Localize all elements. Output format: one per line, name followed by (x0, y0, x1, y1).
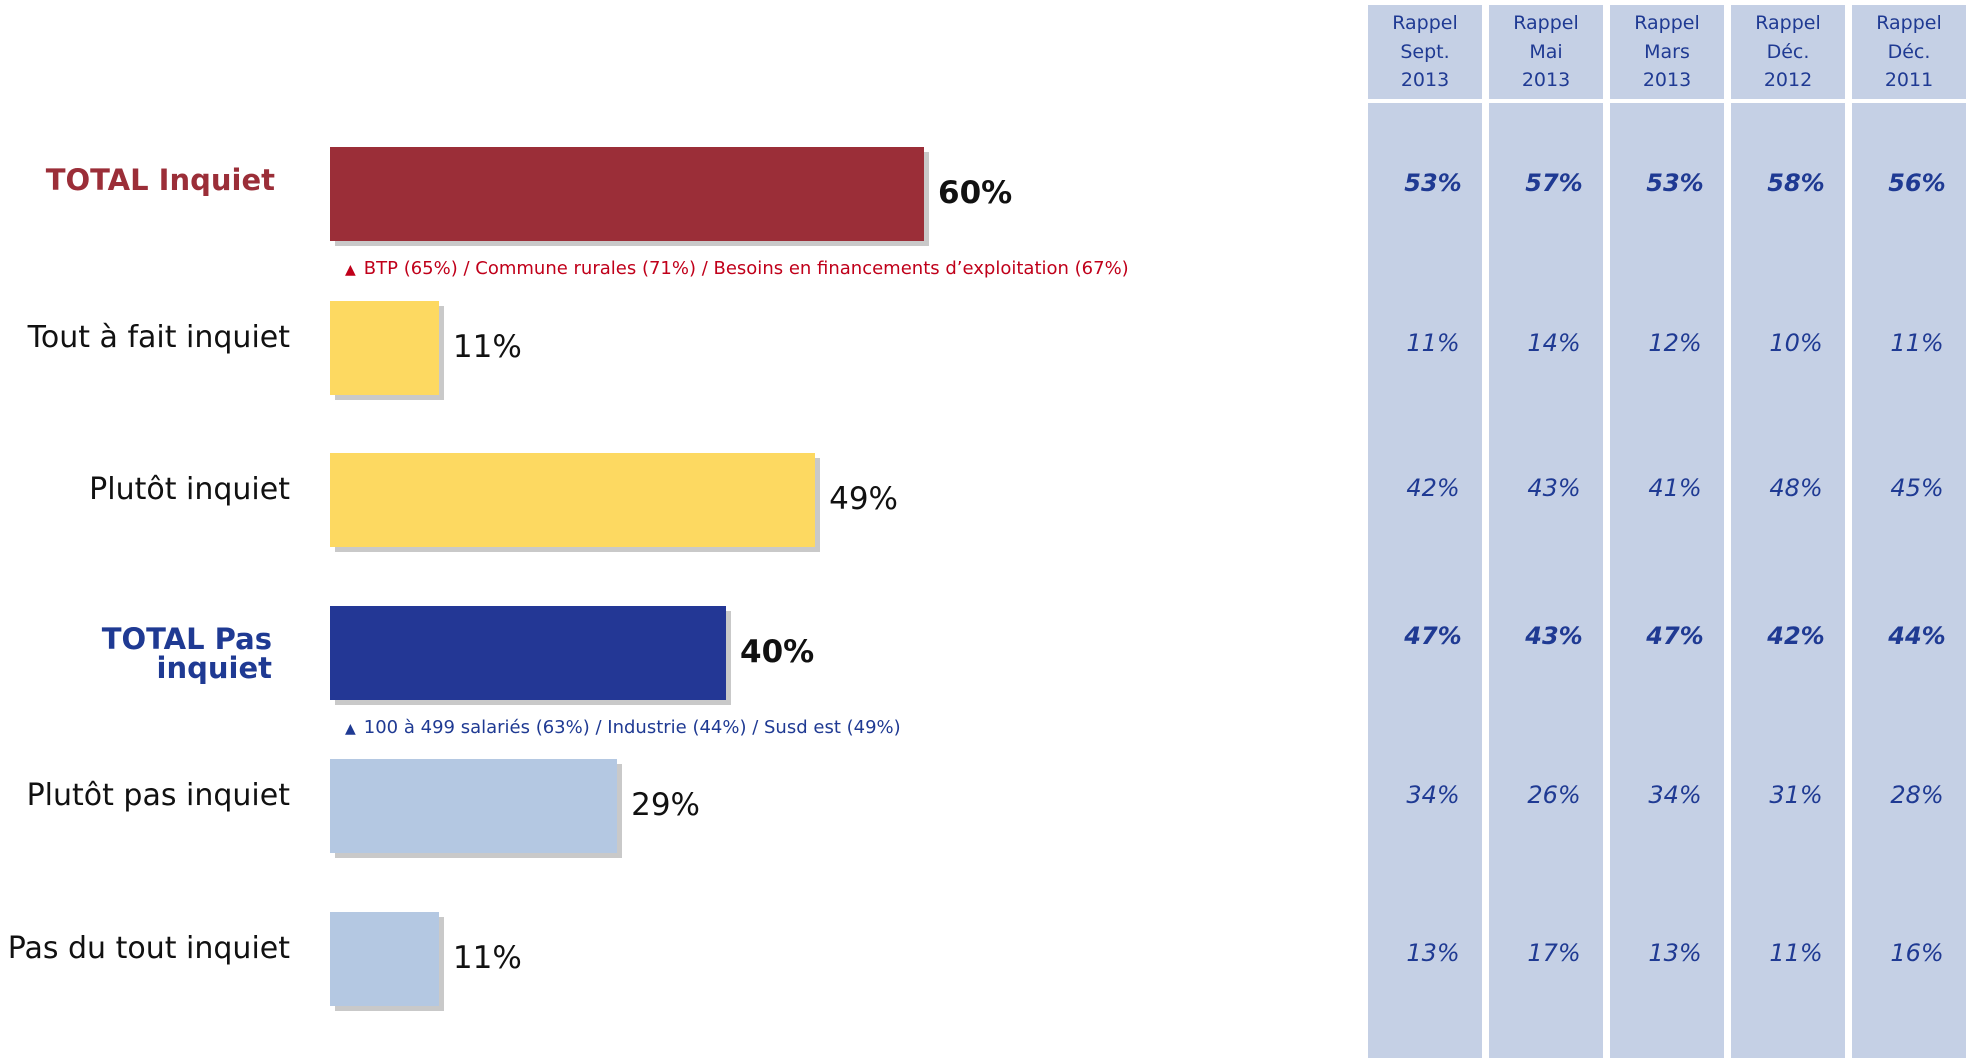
history-column-body (1731, 103, 1845, 1058)
bar-5 (330, 759, 618, 853)
annotation: ▲ 100 à 499 salariés (63%) / Industrie (4… (345, 719, 901, 737)
history-value: 17% (1527, 939, 1581, 967)
history-column-body (1368, 103, 1482, 1058)
history-value: 16% (1890, 939, 1944, 967)
history-value: 13% (1648, 939, 1702, 967)
history-value: 12% (1648, 329, 1702, 357)
history-value: 14% (1527, 329, 1581, 357)
history-value: 53% (1404, 169, 1462, 197)
history-value: 56% (1888, 169, 1946, 197)
history-value: 28% (1890, 781, 1944, 809)
bar-1 (330, 147, 924, 241)
history-value: 47% (1404, 622, 1462, 650)
history-value: 34% (1648, 781, 1702, 809)
bar-6 (330, 912, 439, 1006)
category-label: Tout à fait inquiet (27, 320, 290, 355)
history-value: 43% (1525, 622, 1583, 650)
history-value: 34% (1406, 781, 1460, 809)
bar-2 (330, 301, 439, 395)
history-column-body (1610, 103, 1724, 1058)
history-value: 43% (1527, 474, 1581, 502)
history-value: 26% (1527, 781, 1581, 809)
category-label: Plutôt pas inquiet (26, 778, 290, 813)
history-value: 41% (1648, 474, 1702, 502)
history-value: 11% (1890, 329, 1944, 357)
data-label: 11% (452, 329, 522, 365)
history-value: 48% (1769, 474, 1823, 502)
history-column-header: Rappel Mars 2013 (1610, 5, 1724, 99)
history-value: 53% (1646, 169, 1704, 197)
triangle-up-icon: ▲ (345, 721, 356, 737)
bar-4 (330, 606, 726, 700)
history-column-header: Rappel Mai 2013 (1489, 5, 1603, 99)
annotation-text: BTP (65%) / Commune rurales (71%) / Beso… (363, 258, 1129, 279)
bar-chart: TOTAL Inquiet 60% Tout à fait inquiet 11% Pl… (7, 147, 1129, 1006)
bar-3 (330, 453, 816, 547)
history-value: 45% (1890, 474, 1944, 502)
history-value: 44% (1888, 622, 1946, 650)
history-value: 31% (1769, 781, 1823, 809)
history-column-body (1489, 103, 1603, 1058)
history-value: 10% (1769, 329, 1823, 357)
triangle-up-icon: ▲ (345, 262, 356, 278)
category-label: TOTAL Inquiet (45, 163, 275, 197)
data-label: 60% (938, 175, 1013, 211)
history-value: 42% (1406, 474, 1460, 502)
annotation: ▲ BTP (65%) / Commune rurales (71%) / Bes… (345, 260, 1129, 278)
history-value: 47% (1646, 622, 1704, 650)
data-label: 49% (829, 481, 898, 517)
data-label: 29% (631, 787, 700, 823)
data-label: 11% (452, 940, 522, 976)
history-value: 57% (1525, 169, 1583, 197)
history-value: 11% (1406, 329, 1460, 357)
data-label: 40% (740, 634, 815, 670)
annotation-text: 100 à 499 salariés (63%) / Industrie (44… (363, 717, 901, 738)
history-column-body (1852, 103, 1966, 1058)
history-column-header: Rappel Déc. 2011 (1852, 5, 1966, 99)
history-value: 58% (1767, 169, 1825, 197)
category-label: TOTAL Pas inquiet (101, 622, 272, 685)
category-label: Pas du tout inquiet (7, 931, 290, 966)
history-value: 13% (1406, 939, 1460, 967)
history-column-header: Rappel Sept. 2013 (1368, 5, 1482, 99)
history-value: 42% (1767, 622, 1825, 650)
history-column-header: Rappel Déc. 2012 (1731, 5, 1845, 99)
history-value: 11% (1769, 939, 1823, 967)
category-label: Plutôt inquiet (89, 472, 290, 507)
